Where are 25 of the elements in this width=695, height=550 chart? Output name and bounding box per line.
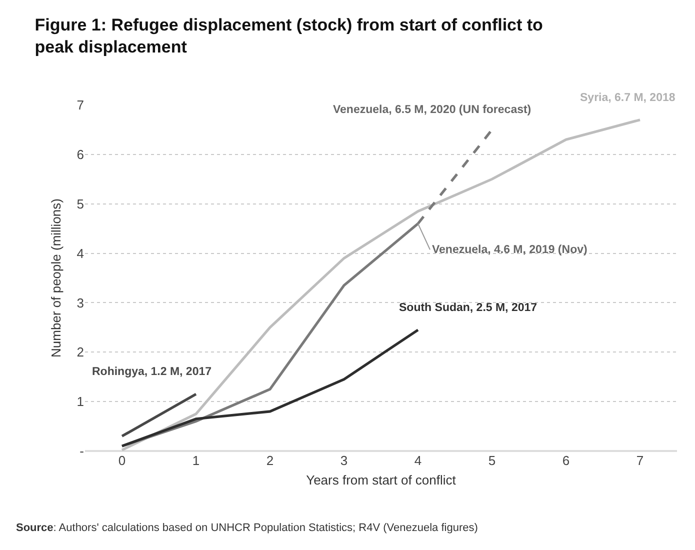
y-tick-label: 4: [76, 246, 84, 261]
annotation: Rohingya, 1.2 M, 2017: [92, 366, 212, 378]
annotation: Venezuela, 6.5 M, 2020 (UN forecast): [333, 104, 532, 116]
x-axis-title: Years from start of conflict: [306, 472, 456, 488]
x-tick-label: 7: [636, 453, 644, 468]
x-tick-label: 4: [414, 453, 422, 468]
y-tick-label: 2: [76, 344, 84, 360]
y-tick-label: 6: [76, 146, 84, 162]
x-tick-label: 1: [192, 453, 200, 468]
y-tick-label: 1: [76, 394, 84, 410]
y-tick-label: 3: [76, 295, 84, 310]
x-tick-label: 0: [118, 453, 126, 468]
annotation: Syria, 6.7 M, 2018: [580, 92, 676, 104]
chart-title: Figure 1: Refugee displacement (stock) from start of conflict to peak displacement: [34, 15, 543, 56]
x-tick-label: 3: [340, 453, 348, 468]
y-tick-label: 7: [76, 98, 84, 113]
x-tick-label: 6: [562, 453, 570, 468]
annotation: South Sudan, 2.5 M, 2017: [399, 302, 538, 314]
x-tick-label: 2: [266, 453, 274, 468]
source-note: Source: Authors' calculations based on UNHCR Population Statistics; R4V (Venezuela figures): [16, 522, 478, 534]
y-tick-label: 5: [76, 196, 84, 212]
y-axis-title: Number of people (millions): [48, 198, 64, 358]
y-tick-label: -: [80, 444, 84, 459]
x-tick-label: 5: [488, 453, 496, 468]
annotation: Venezuela, 4.6 M, 2019 (Nov): [432, 244, 588, 256]
